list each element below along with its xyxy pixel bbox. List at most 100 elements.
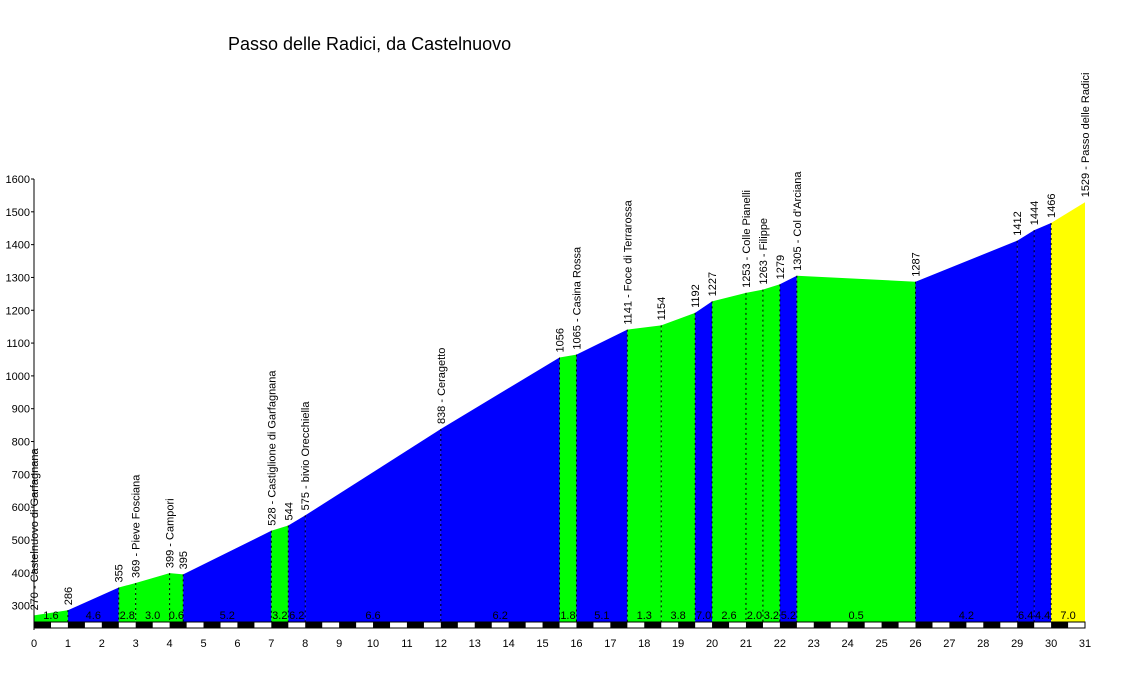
y-tick-label: 1200 [6, 305, 30, 317]
gradient-labels: 1.6 4.6 2.8 3.0 0.6 5.2 3.2 6.2 6.6 6.2 1.8 5.1 1.3 3… [43, 610, 1075, 622]
waypoint-label: 1287 [910, 252, 922, 276]
distance-bar-block [983, 622, 1001, 628]
gradient-label: 2.6 [721, 610, 736, 622]
x-tick-label: 4 [167, 638, 173, 650]
x-tick-label: 15 [536, 638, 548, 650]
x-tick-label: 19 [672, 638, 684, 650]
gradient-label: 3.2 [764, 610, 779, 622]
distance-bar-block [203, 622, 221, 628]
gradient-label: 6.4 [1018, 610, 1033, 622]
x-tick-label: 25 [875, 638, 887, 650]
segment-22 [1034, 223, 1052, 622]
gradient-label: 2.8 [120, 610, 135, 622]
x-tick-label: 5 [200, 638, 206, 650]
waypoint-label: 1192 [690, 284, 702, 308]
y-tick-label: 600 [12, 502, 30, 514]
gradient-label: 1.6 [43, 610, 58, 622]
distance-bar-block [779, 622, 797, 628]
x-tick-label: 27 [943, 638, 955, 650]
segment-12 [627, 325, 662, 622]
distance-bar-block [508, 622, 526, 628]
profile-areas [34, 202, 1085, 623]
segment-13 [661, 312, 696, 622]
distance-bar-block [169, 622, 187, 628]
distance-bar-block [1051, 622, 1069, 628]
gradient-label: 4.4 [1035, 610, 1050, 622]
gradient-label: 5.1 [594, 610, 609, 622]
distance-bar-block [271, 622, 289, 628]
waypoint-markers [67, 222, 1052, 622]
distance-bar-block [881, 622, 899, 628]
distance-bar-block [237, 622, 255, 628]
segment-15 [712, 292, 746, 622]
segment-1 [67, 587, 119, 622]
x-tick-label: 11 [401, 638, 412, 650]
x-tick-label: 13 [469, 638, 481, 650]
distance-bar-block [745, 622, 763, 628]
x-tick-label: 17 [604, 638, 616, 650]
distance-bar-block [644, 622, 662, 628]
segment-5 [183, 530, 272, 622]
waypoint-label: 1253 - Colle Pianelli [741, 190, 753, 288]
segment-21 [1017, 230, 1035, 622]
gradient-label: 5.2 [781, 610, 796, 622]
distance-bar-block [440, 622, 458, 628]
x-tick-label: 20 [706, 638, 718, 650]
x-tick-label: 23 [808, 638, 820, 650]
x-tick-label: 1 [65, 638, 71, 650]
gradient-label: 0.6 [169, 610, 184, 622]
chart-title: Passo delle Radici, da Castelnuovo [228, 34, 512, 54]
waypoint-label: 575 - bivio Orecchiella [300, 401, 312, 511]
gradient-label: 6.2 [289, 610, 304, 622]
distance-bar-block [67, 622, 85, 628]
distance-bar-block [949, 622, 967, 628]
segment-16 [745, 289, 763, 622]
segment-4 [169, 573, 184, 622]
segment-10 [559, 354, 577, 622]
waypoint-label: 1444 [1029, 201, 1041, 225]
x-tick-label: 10 [367, 638, 379, 650]
y-tick-label: 1300 [6, 272, 30, 284]
x-tick-label: 22 [774, 638, 786, 650]
waypoint-label: 1263 - Filippe [758, 218, 770, 285]
gradient-label: 3.2 [272, 610, 287, 622]
gradient-label: 3.8 [671, 610, 686, 622]
segment-11 [576, 329, 628, 622]
waypoint-label: 528 - Castiglione di Garfagnana [266, 370, 278, 526]
segment-23 [1051, 202, 1085, 623]
distance-bar-block [339, 622, 357, 628]
x-tick-label: 24 [842, 638, 854, 650]
x-tick-label: 6 [234, 638, 240, 650]
y-tick-label: 500 [12, 535, 30, 547]
y-tick-label: 1100 [6, 338, 30, 350]
x-tick-label: 16 [570, 638, 582, 650]
x-tick-label: 7 [268, 638, 274, 650]
segment-6 [271, 525, 289, 622]
distance-bar-block [610, 622, 628, 628]
gradient-label: 5.2 [220, 610, 235, 622]
waypoint-label: 1056 [555, 328, 567, 352]
y-tick-label: 1600 [6, 174, 30, 186]
segment-3 [135, 573, 170, 622]
distance-bar-block [101, 622, 119, 628]
waypoint-label: 1065 - Casina Rossa [571, 246, 583, 350]
distance-bar-block [915, 622, 933, 628]
waypoint-label: 1529 - Passo delle Radici [1080, 73, 1092, 198]
gradient-label: 2.0 [747, 610, 762, 622]
waypoint-label: 1154 [656, 297, 668, 321]
gradient-label: 1.8 [560, 610, 575, 622]
gradient-label: 0.5 [849, 610, 864, 622]
x-tick-label: 12 [435, 638, 447, 650]
waypoint-label: 838 - Ceragetto [436, 348, 448, 424]
segment-18 [779, 275, 797, 622]
x-tick-label: 9 [336, 638, 342, 650]
waypoint-label: 399 - Campori [165, 498, 177, 568]
gradient-label: 3.0 [145, 610, 160, 622]
distance-bar-block [474, 622, 492, 628]
x-tick-label: 3 [133, 638, 139, 650]
segment-0 [34, 610, 68, 622]
y-tick-label: 900 [12, 404, 30, 416]
gradient-label: 4.6 [86, 610, 101, 622]
distance-bar-block [712, 622, 730, 628]
